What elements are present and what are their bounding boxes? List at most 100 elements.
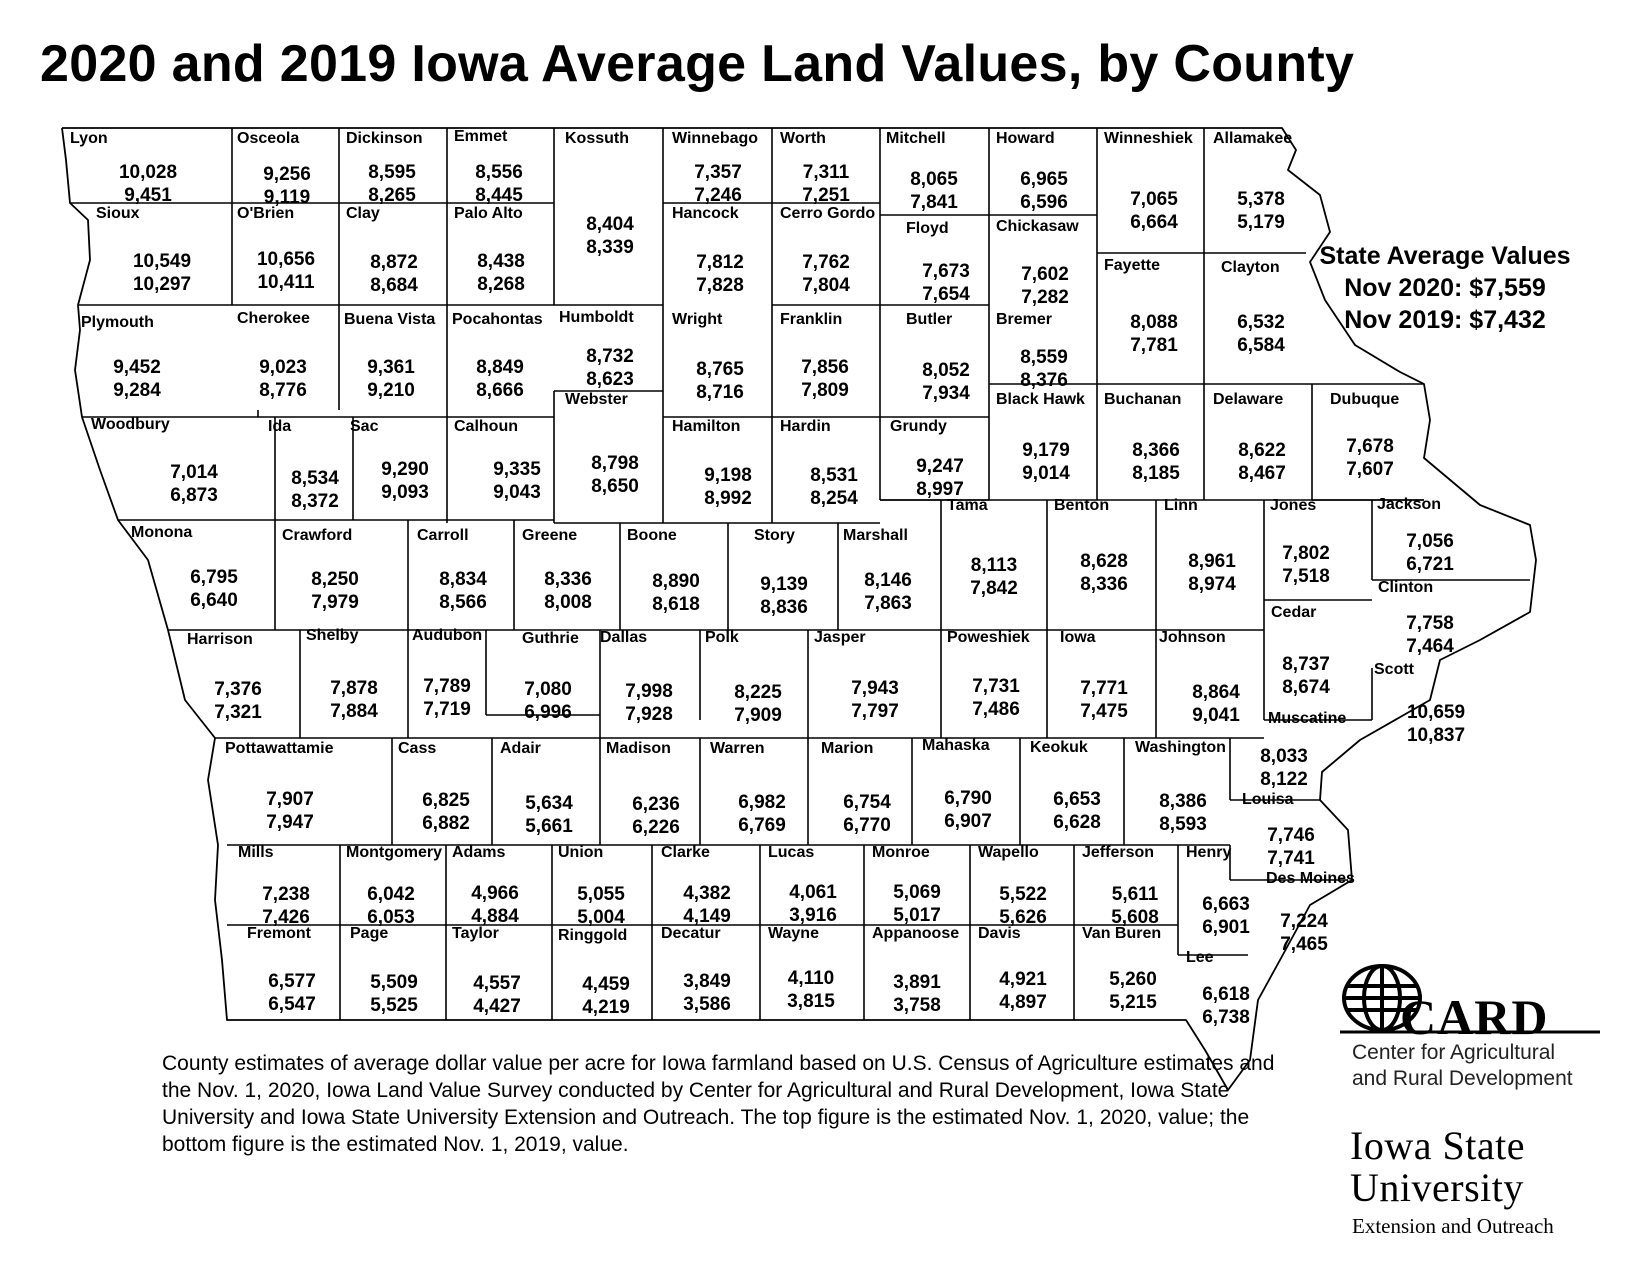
county-name: Clay bbox=[346, 205, 380, 222]
county-value-2020: 8,113 bbox=[971, 555, 1018, 576]
county-name: Union bbox=[558, 844, 603, 861]
county-name: Dallas bbox=[600, 629, 647, 646]
county-value-2019: 5,626 bbox=[999, 907, 1047, 928]
county-name: Mahaska bbox=[922, 737, 990, 754]
county-value-2019: 9,093 bbox=[381, 482, 429, 503]
county-value-2020: 8,864 bbox=[1192, 682, 1240, 703]
county-name: Pottawattamie bbox=[225, 740, 334, 757]
county-value-2019: 7,797 bbox=[851, 701, 899, 722]
county-name: Hardin bbox=[780, 418, 831, 435]
county-name: Jefferson bbox=[1082, 844, 1154, 861]
county-value-2019: 8,008 bbox=[544, 592, 592, 613]
county-value-2020: 8,250 bbox=[311, 569, 359, 590]
county-name: Emmet bbox=[454, 128, 508, 145]
county-name: Page bbox=[350, 925, 388, 942]
county-value-2020: 8,595 bbox=[368, 162, 416, 183]
county-value-2020: 8,765 bbox=[696, 359, 744, 380]
county-value-2019: 8,265 bbox=[368, 185, 416, 206]
county-value-2019: 7,909 bbox=[734, 705, 782, 726]
county-value-2019: 4,149 bbox=[683, 906, 731, 927]
county-name: Mitchell bbox=[886, 130, 946, 147]
state-average-2019: Nov 2019: $7,432 bbox=[1344, 306, 1546, 334]
county-name: Guthrie bbox=[522, 630, 579, 647]
county-name: Madison bbox=[606, 740, 671, 757]
county-value-2020: 6,532 bbox=[1237, 312, 1285, 333]
county-value-2019: 7,804 bbox=[802, 275, 850, 296]
county-value-2019: 4,219 bbox=[582, 997, 630, 1018]
county-value-2020: 6,618 bbox=[1202, 984, 1250, 1005]
county-name: Grundy bbox=[890, 418, 947, 435]
county-value-2020: 8,386 bbox=[1159, 791, 1207, 812]
county-value-2020: 4,459 bbox=[582, 974, 630, 995]
county-value-2019: 5,179 bbox=[1237, 212, 1285, 233]
county-value-2019: 6,664 bbox=[1130, 212, 1178, 233]
county-name: Jasper bbox=[814, 629, 866, 646]
county-value-2020: 5,634 bbox=[525, 793, 573, 814]
county-value-2020: 7,802 bbox=[1282, 543, 1330, 564]
county-value-2019: 6,873 bbox=[170, 485, 218, 506]
county-name: Boone bbox=[627, 527, 677, 544]
county-value-2020: 8,033 bbox=[1260, 746, 1308, 767]
county-value-2019: 3,586 bbox=[683, 994, 731, 1015]
county-value-2020: 4,557 bbox=[473, 973, 521, 994]
county-value-2019: 7,607 bbox=[1346, 459, 1394, 480]
county-value-2019: 8,666 bbox=[476, 380, 524, 401]
county-value-2019: 7,934 bbox=[922, 383, 970, 404]
county-value-2020: 7,311 bbox=[803, 162, 850, 183]
county-value-2020: 8,872 bbox=[370, 252, 418, 273]
county-value-2019: 6,053 bbox=[367, 907, 415, 928]
county-value-2019: 7,841 bbox=[910, 192, 958, 213]
county-name: Wright bbox=[672, 311, 723, 328]
county-name: Howard bbox=[996, 130, 1055, 147]
county-name: Audubon bbox=[412, 627, 482, 644]
county-value-2019: 7,426 bbox=[262, 907, 310, 928]
county-value-2019: 8,992 bbox=[704, 488, 752, 509]
county-value-2019: 9,041 bbox=[1192, 705, 1240, 726]
county-value-2020: 5,378 bbox=[1237, 189, 1285, 210]
county-value-2019: 6,547 bbox=[268, 994, 316, 1015]
county-value-2020: 8,225 bbox=[734, 682, 782, 703]
county-name: Kossuth bbox=[565, 130, 629, 147]
county-name: Humboldt bbox=[559, 309, 634, 326]
county-name: Plymouth bbox=[81, 314, 154, 331]
county-value-2020: 8,336 bbox=[544, 569, 592, 590]
county-value-2019: 5,215 bbox=[1109, 992, 1157, 1013]
county-value-2019: 8,623 bbox=[586, 369, 634, 390]
county-name: Wayne bbox=[768, 925, 819, 942]
county-name: Woodbury bbox=[91, 416, 170, 433]
county-value-2019: 7,464 bbox=[1406, 636, 1454, 657]
county-value-2020: 7,357 bbox=[694, 162, 742, 183]
county-value-2019: 8,336 bbox=[1080, 574, 1128, 595]
county-value-2020: 5,522 bbox=[999, 884, 1047, 905]
county-name: Benton bbox=[1054, 497, 1109, 514]
county-value-2019: 6,628 bbox=[1053, 812, 1101, 833]
county-value-2019: 8,684 bbox=[370, 275, 418, 296]
county-value-2020: 8,366 bbox=[1132, 440, 1180, 461]
county-name: Cedar bbox=[1271, 604, 1316, 621]
county-value-2019: 8,376 bbox=[1020, 370, 1068, 391]
county-value-2020: 3,891 bbox=[893, 972, 941, 993]
county-name: Worth bbox=[780, 130, 826, 147]
county-value-2019: 5,004 bbox=[577, 907, 625, 928]
county-value-2020: 8,798 bbox=[591, 453, 639, 474]
county-value-2020: 6,795 bbox=[190, 567, 238, 588]
county-name: Polk bbox=[705, 629, 739, 646]
county-name: Delaware bbox=[1213, 391, 1283, 408]
county-value-2019: 7,741 bbox=[1267, 848, 1315, 869]
county-value-2020: 8,534 bbox=[291, 468, 339, 489]
